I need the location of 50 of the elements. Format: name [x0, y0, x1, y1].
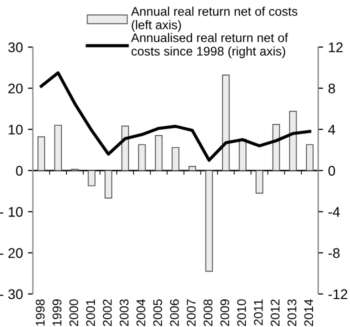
- bar: [54, 124, 62, 171]
- bar: [272, 124, 280, 171]
- bar: [289, 110, 297, 171]
- y-tick-label: 20: [8, 84, 23, 94]
- x-tick-label: 2007: [186, 299, 196, 326]
- x-tick-label: 2009: [220, 299, 230, 326]
- legend-label: Annual real return net of costs (left axis): [131, 6, 298, 32]
- y-tick-label: - 20: [0, 248, 23, 258]
- y2-tick-label: -12: [328, 289, 348, 300]
- x-tick-label: 2001: [86, 299, 95, 326]
- y-tick-label: 10: [8, 124, 23, 135]
- x-tick-label: 2006: [170, 299, 179, 326]
- bar: [38, 136, 46, 171]
- x-tick-label: 2004: [136, 299, 146, 326]
- y2-tick-label: 12: [328, 42, 343, 52]
- y-tick-label: - 30: [0, 289, 23, 300]
- x-tick-label: 1998: [36, 299, 45, 326]
- bar: [306, 144, 314, 171]
- bar: [121, 126, 129, 171]
- legend-label: Annualised real return net of costs since 1998 (right axis): [131, 33, 288, 58]
- y2-tick-label: 4: [328, 124, 336, 134]
- x-tick-label: 2008: [204, 299, 212, 326]
- x-tick-label: 2014: [304, 299, 314, 326]
- bar: [256, 170, 264, 194]
- y2-tick-label: 8: [328, 84, 335, 94]
- bar: [104, 170, 112, 199]
- x-tick-label: 2010: [237, 299, 246, 326]
- bar: [172, 147, 180, 171]
- x-tick-label: 2013: [287, 299, 296, 326]
- y-tick-label: - 10: [0, 207, 23, 217]
- line-series: [40, 71, 312, 162]
- x-tick-label: 2003: [120, 299, 129, 326]
- y2-tick-label: 0: [328, 166, 336, 176]
- bar: [154, 135, 163, 171]
- bar: [222, 74, 230, 171]
- bar: [138, 144, 146, 171]
- x-tick-label: 2012: [270, 299, 280, 326]
- x-tick-label: 2005: [153, 299, 162, 326]
- y-tick-label: 0: [16, 166, 23, 176]
- y2-tick-label: -4: [328, 207, 340, 217]
- bar: [188, 166, 196, 171]
- y-tick-label: 30: [8, 42, 23, 52]
- y2-tick-label: -8: [328, 248, 340, 258]
- bar: [238, 138, 246, 171]
- x-tick-label: 2000: [69, 299, 78, 326]
- bar: [88, 170, 96, 186]
- x-tick-label: 2002: [102, 299, 112, 326]
- bar: [205, 170, 213, 272]
- x-tick-label: 2011: [254, 299, 263, 326]
- x-tick-label: 1999: [52, 299, 62, 326]
